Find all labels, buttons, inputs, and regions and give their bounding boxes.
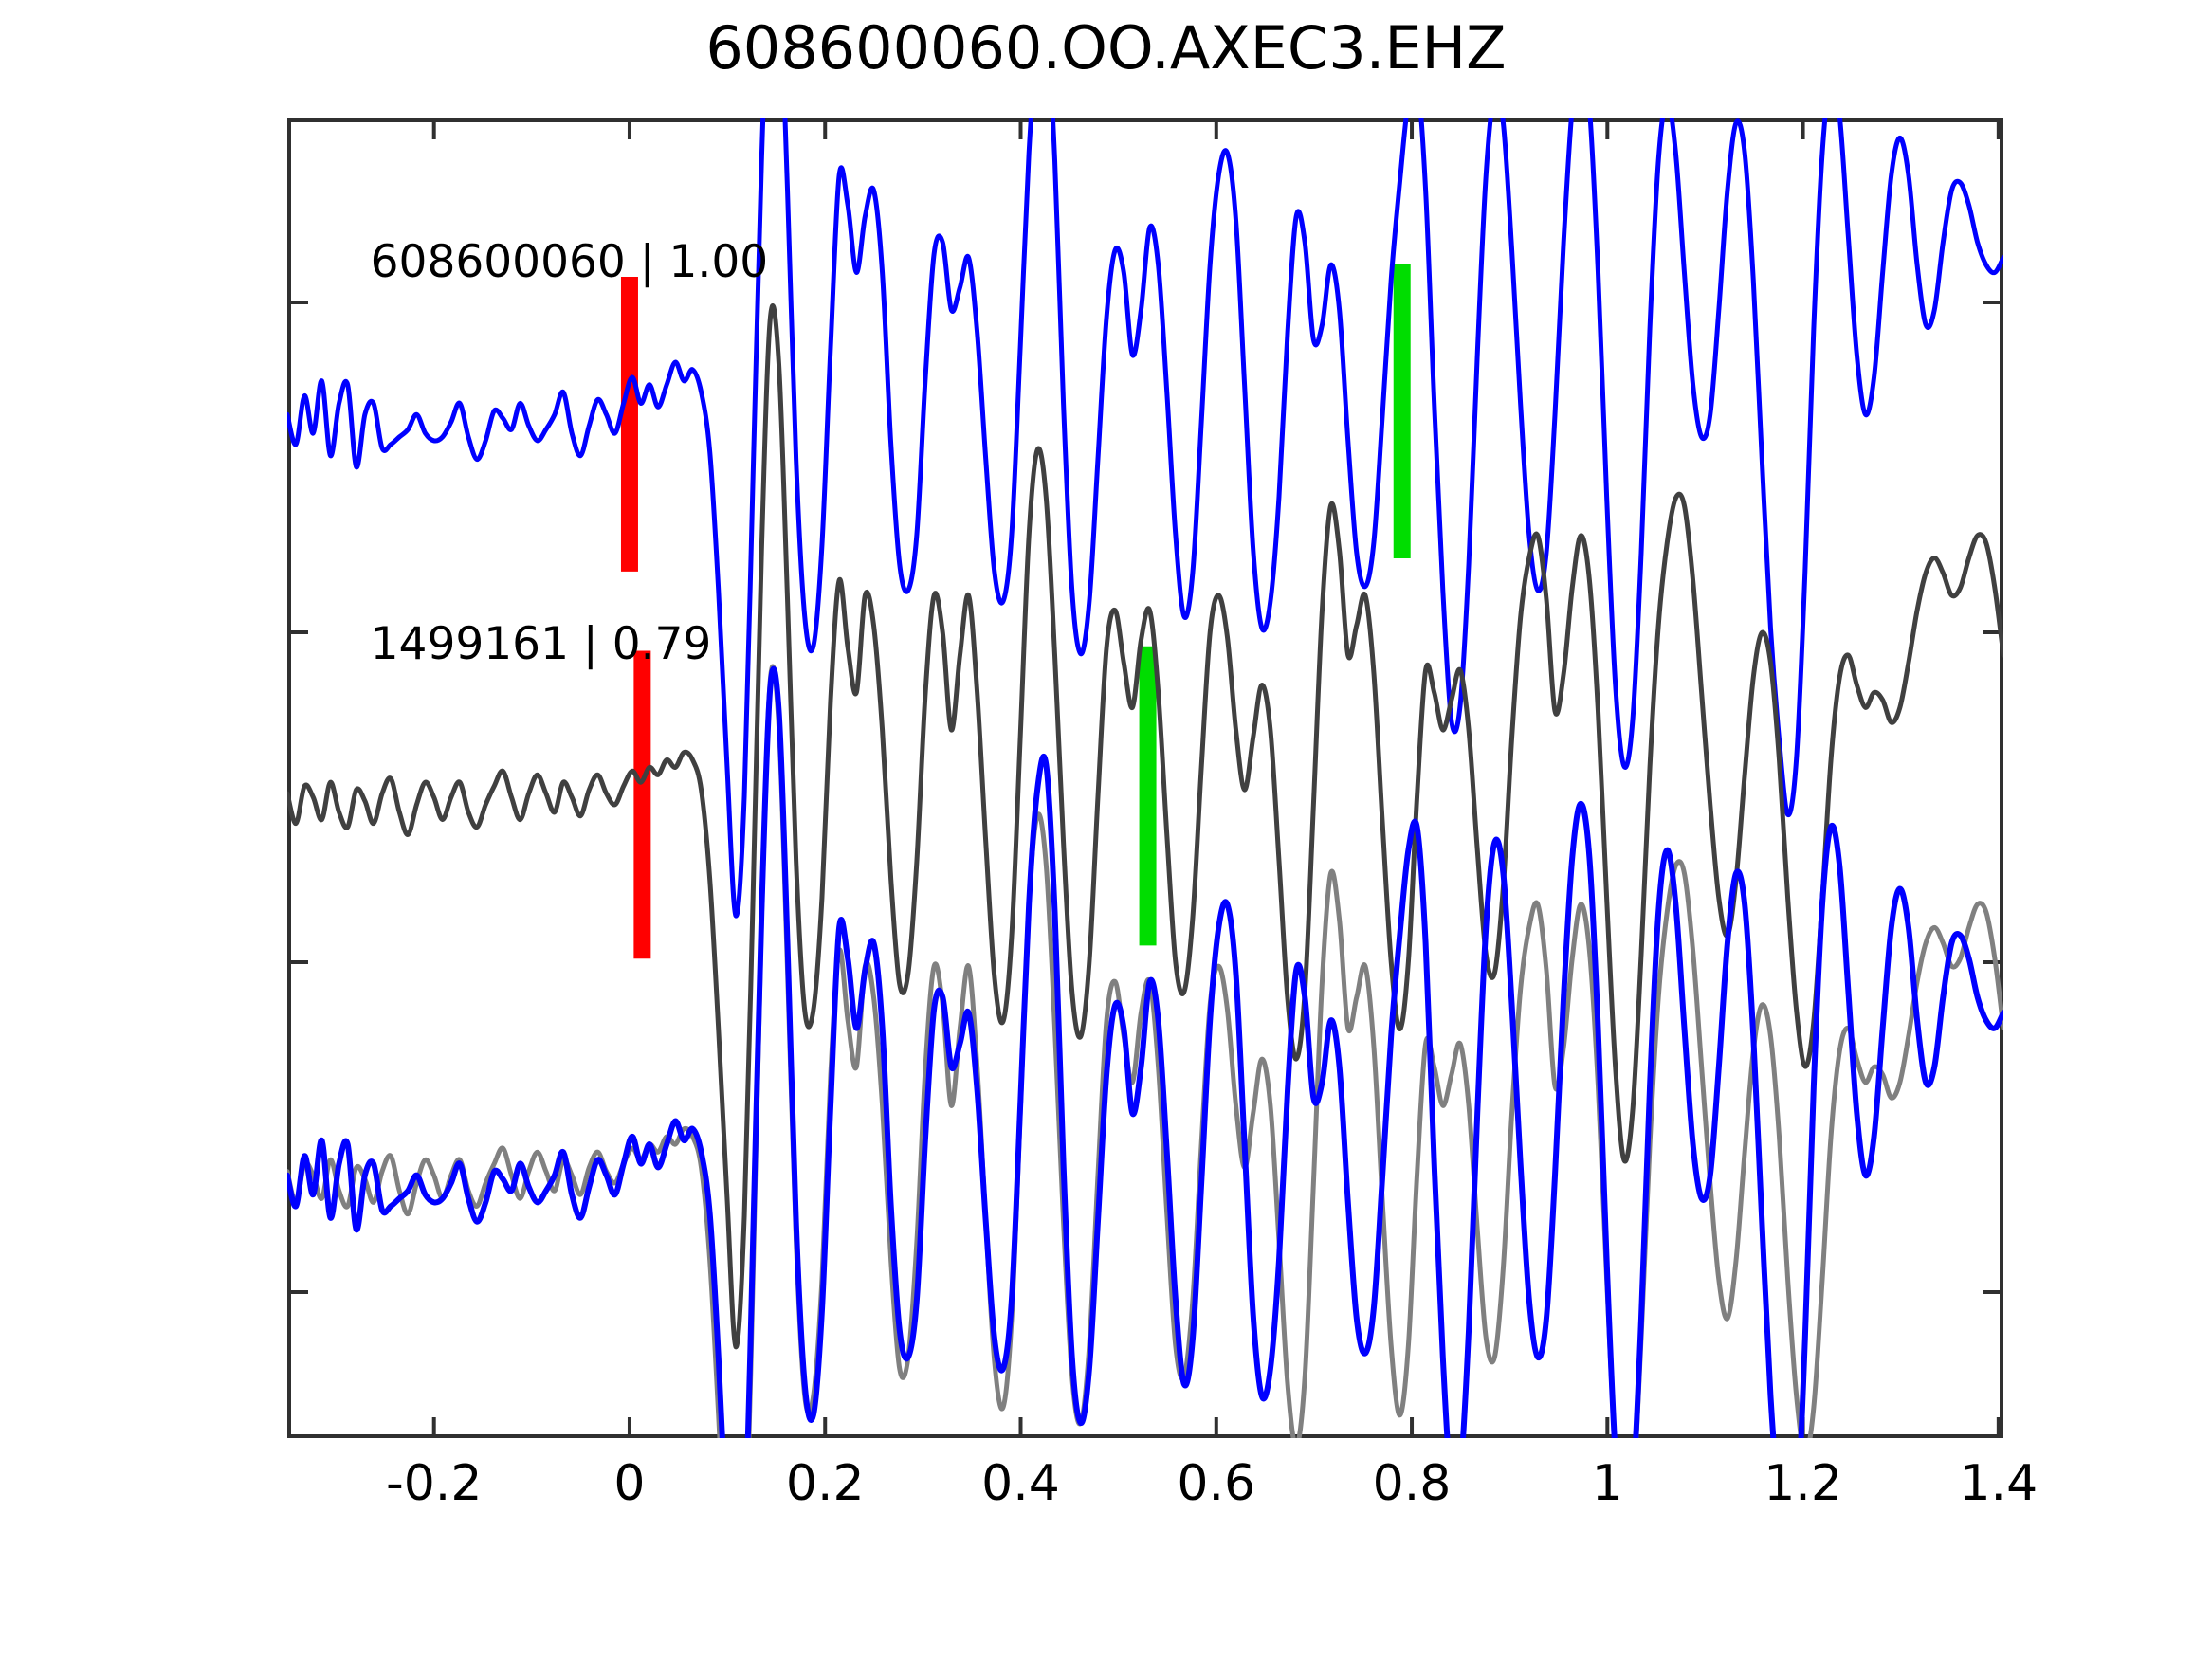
x-tick-label: 0.6 [1177, 1455, 1256, 1512]
x-tick-label: 0.8 [1372, 1455, 1452, 1512]
trace-template [287, 118, 2003, 919]
plot-frame [287, 118, 2003, 1438]
x-tick-label: 0.2 [785, 1455, 865, 1512]
x-tick-label: 0.4 [981, 1455, 1060, 1512]
x-tick-label: -0.2 [385, 1455, 483, 1512]
overlay-trace-template [287, 665, 2003, 1438]
trace-label-template: 608600060 | 1.00 [370, 235, 769, 288]
trace-label-detection: 1499161 | 0.79 [370, 618, 712, 671]
x-tick-label: 0 [613, 1455, 646, 1512]
trace-detection [287, 303, 2003, 1350]
x-tick-label: 1 [1591, 1455, 1623, 1512]
page-title: 608600060.OO.AXEC3.EHZ [705, 13, 1507, 82]
waveform-plot [287, 118, 2003, 1438]
x-tick-label: 1.2 [1764, 1455, 1842, 1512]
overlay-trace-detection [287, 664, 2003, 1438]
x-tick-label: 1.4 [1959, 1455, 2038, 1512]
plot-area [287, 118, 2003, 1438]
